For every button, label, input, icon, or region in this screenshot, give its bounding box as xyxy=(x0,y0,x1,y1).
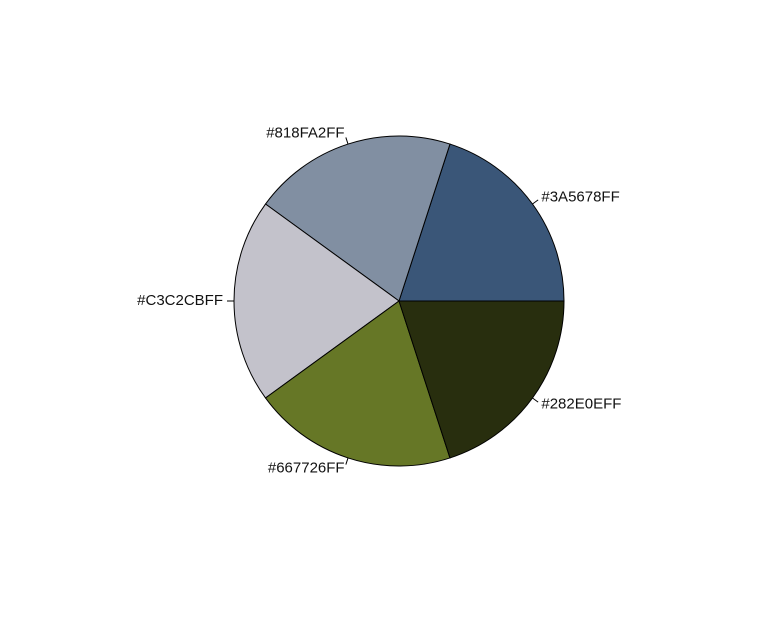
pie-label-1: #3A5678FF xyxy=(541,189,619,206)
pie-slice-5 xyxy=(398,300,565,459)
pie-labels: #3A5678FF #818FA2FF #C3C2CBFF #667726FF #282… xyxy=(137,125,621,477)
pie-label-tick-2 xyxy=(345,137,349,145)
pie-label-5: #282E0EFF xyxy=(541,395,621,412)
pie-label-2: #818FA2FF xyxy=(266,125,344,142)
pie-label-ticks xyxy=(227,137,539,465)
pie-label-tick-5 xyxy=(532,397,539,403)
pie-slice-3 xyxy=(233,203,400,399)
pie-label-3: #C3C2CBFF xyxy=(137,292,223,309)
pie-label-tick-1 xyxy=(532,199,539,205)
pie-slice-1 xyxy=(398,143,565,302)
pie-label-4: #667726FF xyxy=(268,459,345,476)
pie-slices xyxy=(233,135,565,467)
pie-label-tick-4 xyxy=(345,457,349,465)
